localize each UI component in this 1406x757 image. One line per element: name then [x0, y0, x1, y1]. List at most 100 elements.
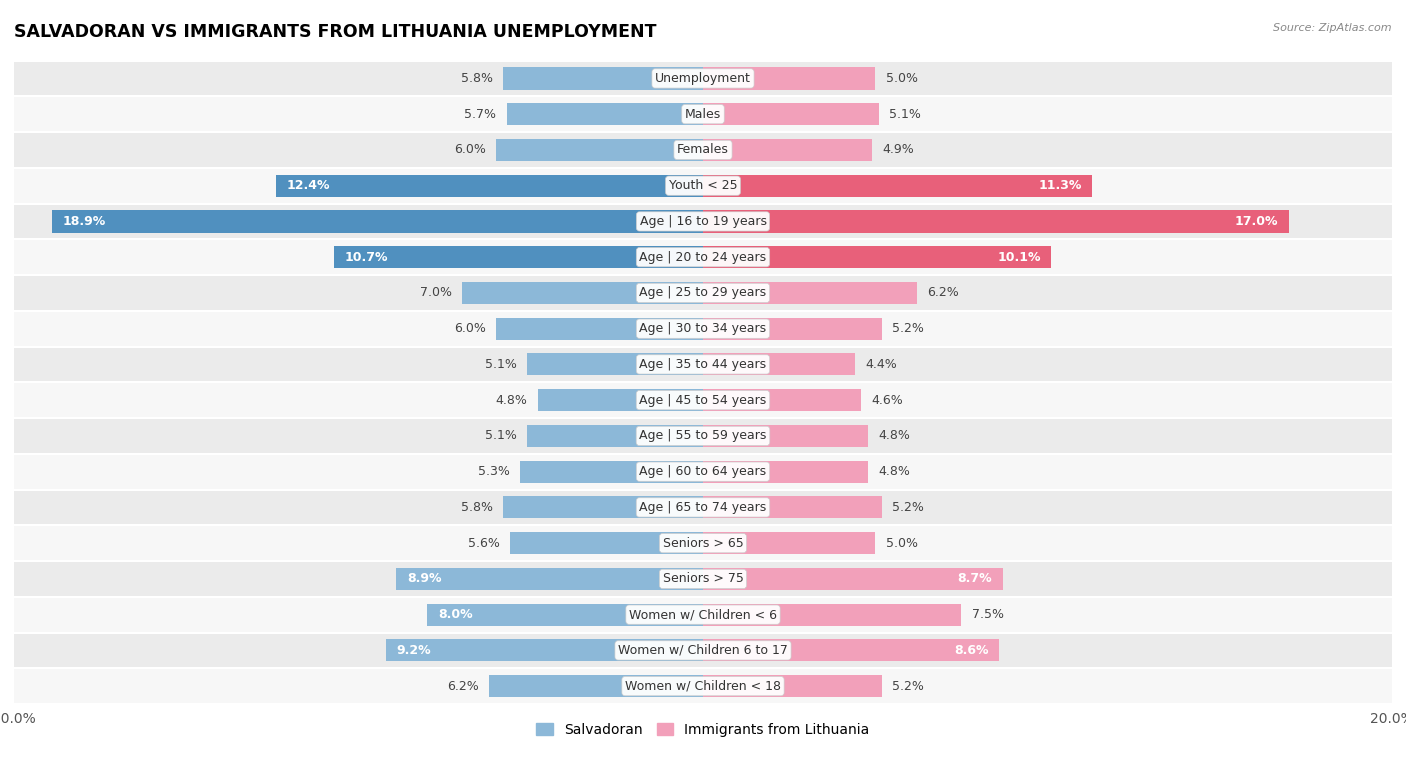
Bar	[14, 525, 1392, 561]
Text: 6.0%: 6.0%	[454, 322, 486, 335]
Text: 7.5%: 7.5%	[972, 608, 1004, 621]
Text: 10.1%: 10.1%	[997, 251, 1040, 263]
Text: 8.9%: 8.9%	[406, 572, 441, 585]
Text: 5.2%: 5.2%	[893, 322, 924, 335]
Text: 5.0%: 5.0%	[886, 72, 918, 85]
Bar	[496, 139, 703, 161]
Bar	[703, 139, 872, 161]
Bar	[489, 675, 703, 697]
Text: 8.0%: 8.0%	[437, 608, 472, 621]
Text: 4.9%: 4.9%	[882, 143, 914, 157]
Bar	[527, 425, 703, 447]
Text: 8.7%: 8.7%	[957, 572, 993, 585]
Bar	[703, 425, 869, 447]
Bar	[703, 282, 917, 304]
Bar	[14, 561, 1392, 597]
Text: 4.4%: 4.4%	[865, 358, 897, 371]
Text: 4.8%: 4.8%	[879, 429, 911, 442]
Text: 17.0%: 17.0%	[1234, 215, 1278, 228]
Text: Age | 30 to 34 years: Age | 30 to 34 years	[640, 322, 766, 335]
Text: Seniors > 75: Seniors > 75	[662, 572, 744, 585]
Text: 12.4%: 12.4%	[287, 179, 329, 192]
Text: 6.2%: 6.2%	[927, 286, 959, 300]
Bar	[14, 311, 1392, 347]
Text: Age | 35 to 44 years: Age | 35 to 44 years	[640, 358, 766, 371]
Text: 8.6%: 8.6%	[955, 644, 988, 657]
Bar	[427, 603, 703, 626]
Text: 5.3%: 5.3%	[478, 465, 510, 478]
Bar	[703, 640, 1000, 662]
Bar	[506, 103, 703, 125]
Text: Age | 16 to 19 years: Age | 16 to 19 years	[640, 215, 766, 228]
Text: Age | 55 to 59 years: Age | 55 to 59 years	[640, 429, 766, 442]
Text: Age | 20 to 24 years: Age | 20 to 24 years	[640, 251, 766, 263]
Bar	[335, 246, 703, 268]
Text: SALVADORAN VS IMMIGRANTS FROM LITHUANIA UNEMPLOYMENT: SALVADORAN VS IMMIGRANTS FROM LITHUANIA …	[14, 23, 657, 41]
Bar	[527, 354, 703, 375]
Bar	[510, 532, 703, 554]
Bar	[703, 67, 875, 89]
Text: Age | 65 to 74 years: Age | 65 to 74 years	[640, 501, 766, 514]
Bar	[14, 490, 1392, 525]
Bar	[520, 460, 703, 483]
Bar	[14, 239, 1392, 275]
Text: 4.6%: 4.6%	[872, 394, 904, 407]
Bar	[276, 175, 703, 197]
Bar	[537, 389, 703, 411]
Bar	[703, 532, 875, 554]
Bar	[703, 175, 1092, 197]
Text: 5.1%: 5.1%	[889, 107, 921, 120]
Bar	[703, 603, 962, 626]
Bar	[503, 67, 703, 89]
Text: 10.7%: 10.7%	[344, 251, 388, 263]
Text: Females: Females	[678, 143, 728, 157]
Text: 6.0%: 6.0%	[454, 143, 486, 157]
Bar	[703, 354, 855, 375]
Text: 5.0%: 5.0%	[886, 537, 918, 550]
Text: Age | 45 to 54 years: Age | 45 to 54 years	[640, 394, 766, 407]
Text: Males: Males	[685, 107, 721, 120]
Bar	[496, 318, 703, 340]
Bar	[703, 497, 882, 519]
Text: 5.2%: 5.2%	[893, 501, 924, 514]
Bar	[14, 204, 1392, 239]
Text: 4.8%: 4.8%	[879, 465, 911, 478]
Bar	[703, 389, 862, 411]
Bar	[14, 96, 1392, 132]
Text: 11.3%: 11.3%	[1039, 179, 1083, 192]
Bar	[703, 675, 882, 697]
Text: Women w/ Children < 18: Women w/ Children < 18	[626, 680, 780, 693]
Text: Women w/ Children < 6: Women w/ Children < 6	[628, 608, 778, 621]
Text: 5.1%: 5.1%	[485, 429, 517, 442]
Bar	[14, 597, 1392, 633]
Bar	[703, 103, 879, 125]
Bar	[503, 497, 703, 519]
Bar	[14, 453, 1392, 490]
Text: 4.8%: 4.8%	[495, 394, 527, 407]
Bar	[387, 640, 703, 662]
Bar	[14, 347, 1392, 382]
Bar	[396, 568, 703, 590]
Text: Youth < 25: Youth < 25	[669, 179, 737, 192]
Bar	[14, 382, 1392, 418]
Text: 5.8%: 5.8%	[461, 72, 494, 85]
Legend: Salvadoran, Immigrants from Lithuania: Salvadoran, Immigrants from Lithuania	[531, 717, 875, 742]
Bar	[703, 246, 1050, 268]
Text: 18.9%: 18.9%	[62, 215, 105, 228]
Text: Seniors > 65: Seniors > 65	[662, 537, 744, 550]
Text: 5.7%: 5.7%	[464, 107, 496, 120]
Bar	[461, 282, 703, 304]
Text: 5.6%: 5.6%	[468, 537, 499, 550]
Text: 5.2%: 5.2%	[893, 680, 924, 693]
Bar	[52, 210, 703, 232]
Text: Source: ZipAtlas.com: Source: ZipAtlas.com	[1274, 23, 1392, 33]
Text: Women w/ Children 6 to 17: Women w/ Children 6 to 17	[619, 644, 787, 657]
Text: Age | 25 to 29 years: Age | 25 to 29 years	[640, 286, 766, 300]
Bar	[14, 668, 1392, 704]
Text: 9.2%: 9.2%	[396, 644, 432, 657]
Text: 6.2%: 6.2%	[447, 680, 479, 693]
Bar	[14, 418, 1392, 453]
Bar	[14, 168, 1392, 204]
Bar	[703, 318, 882, 340]
Bar	[14, 633, 1392, 668]
